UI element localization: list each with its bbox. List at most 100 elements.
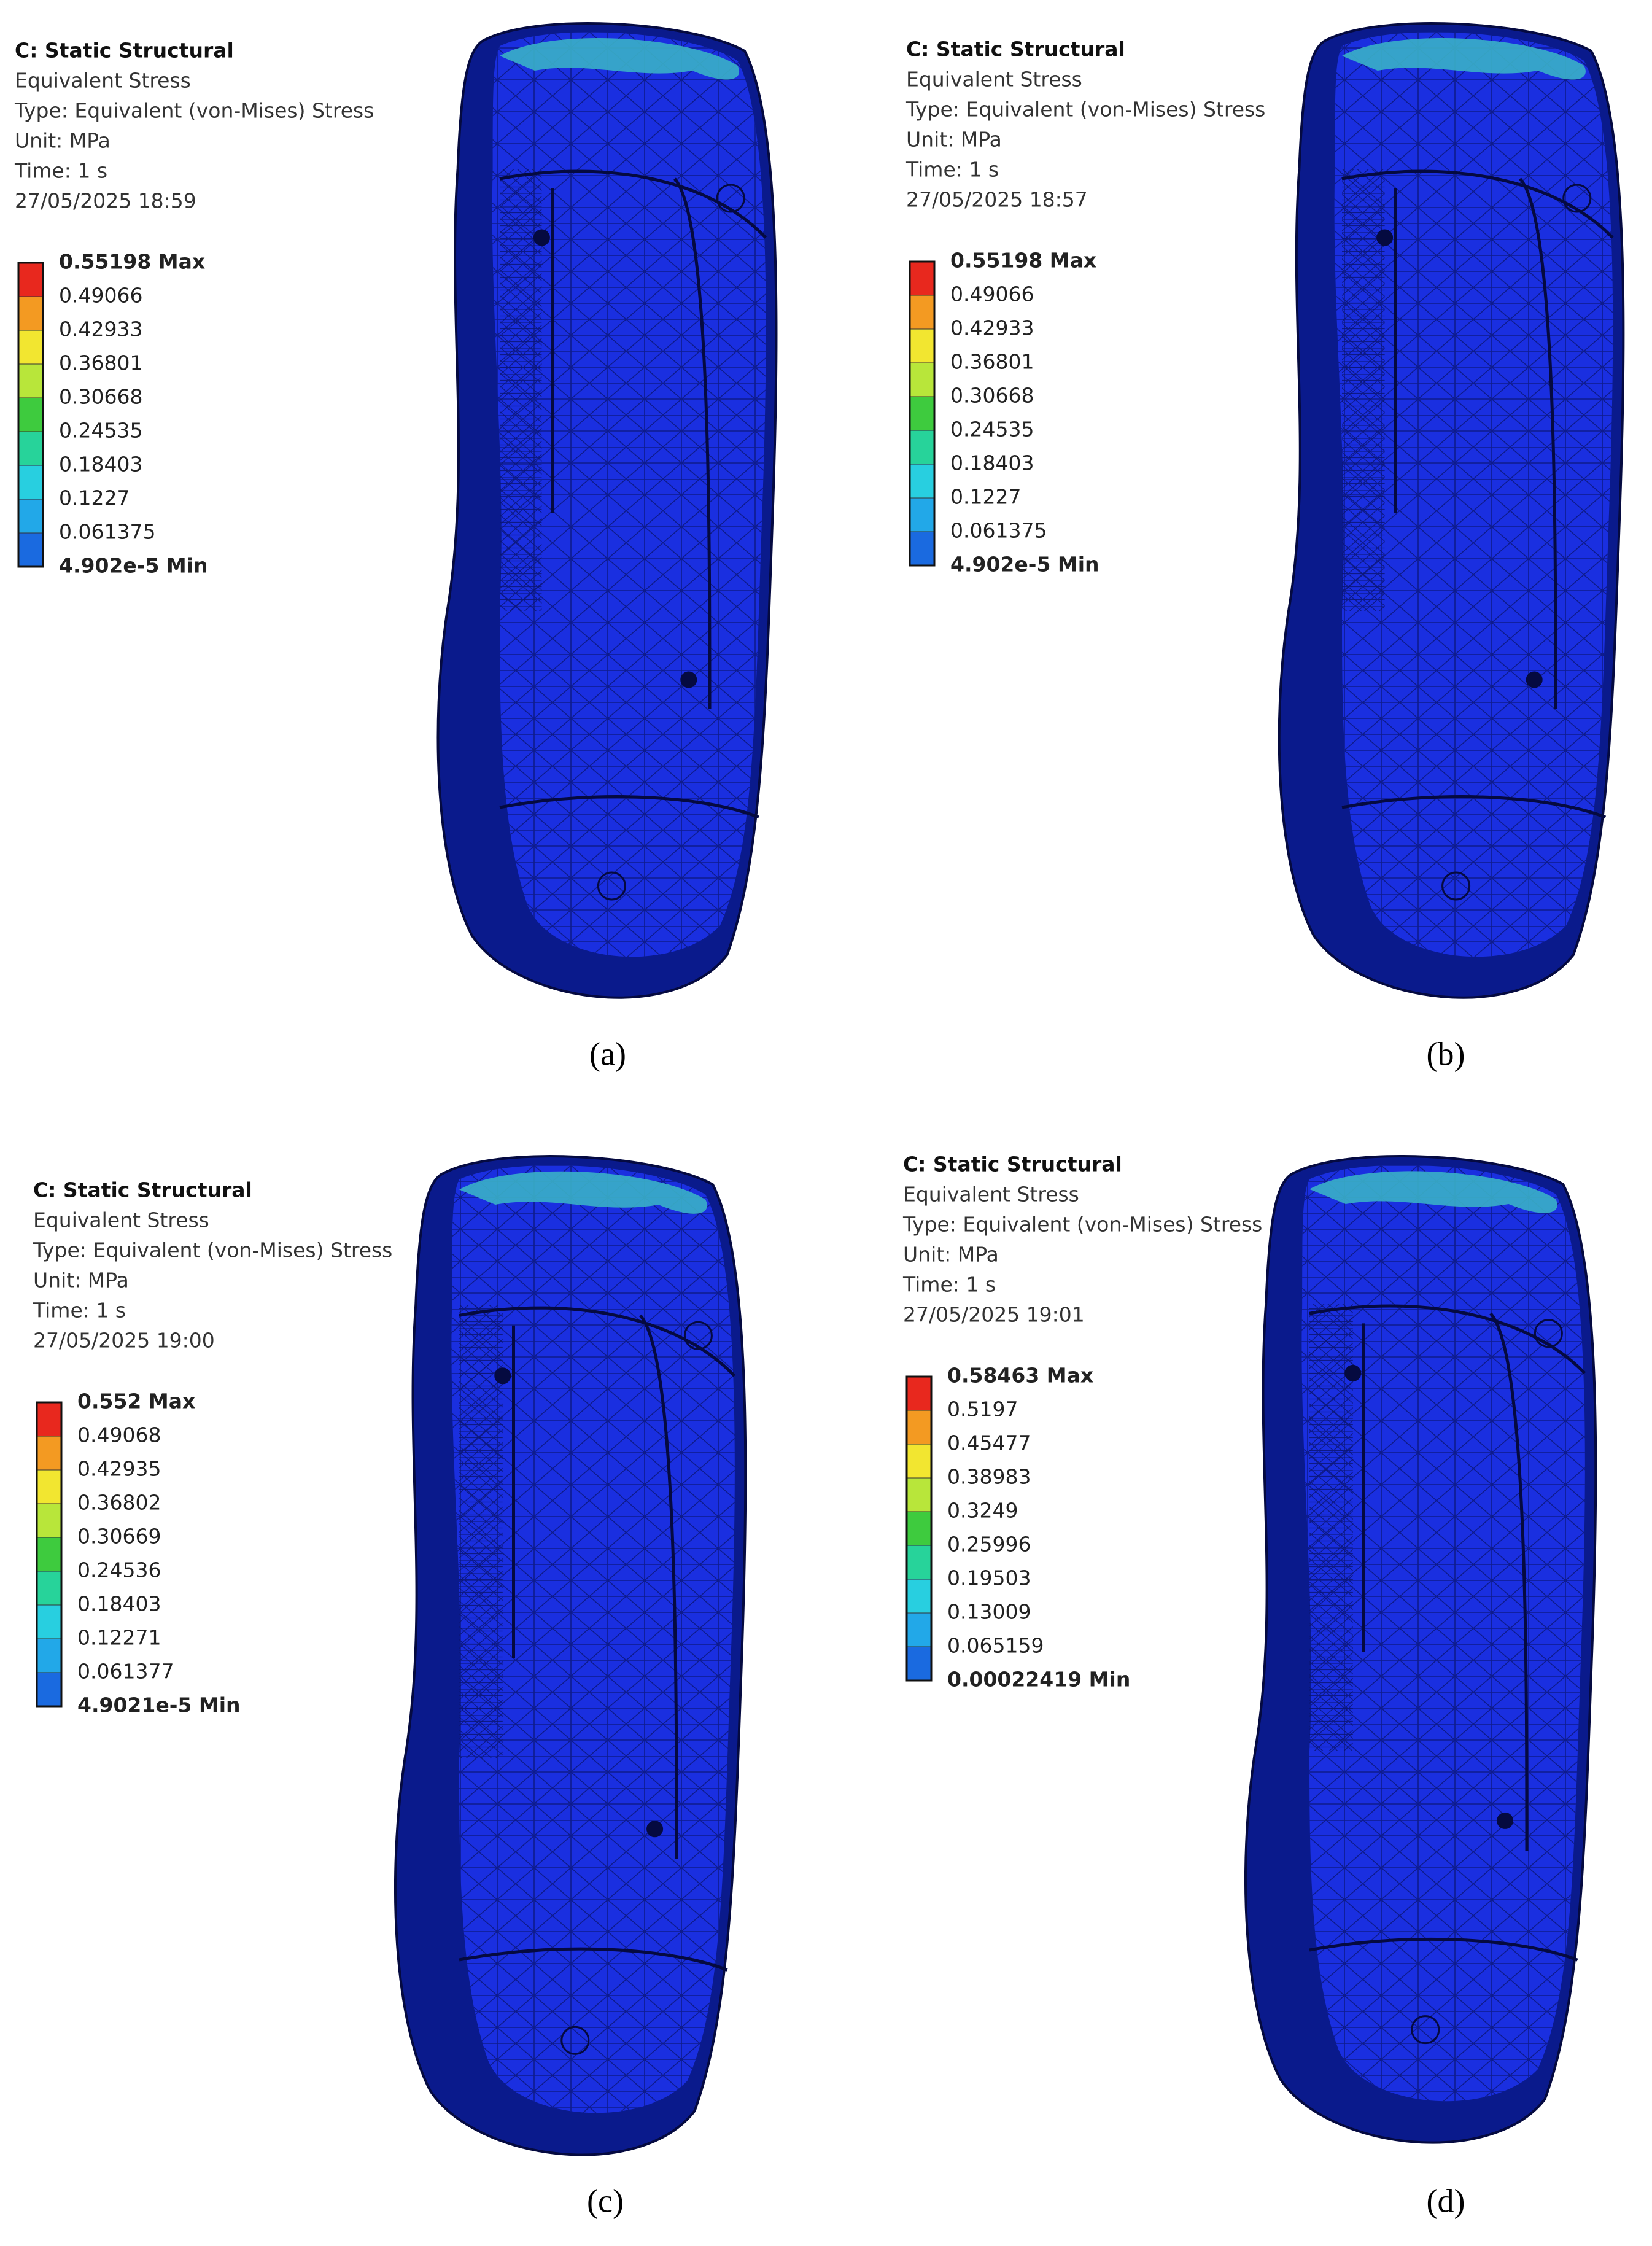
legend-label: 0.55198 Max (950, 249, 1096, 273)
fine-mesh (1309, 1304, 1353, 1751)
header-line: 27/05/2025 19:00 (33, 1329, 215, 1353)
mesh-hole (1376, 229, 1394, 246)
legend-swatch (906, 1612, 932, 1647)
region-line (459, 1306, 736, 1972)
legend-label: 0.1227 (950, 485, 1021, 509)
legend-label: 0.49066 (59, 284, 142, 308)
legend-label: 0.1227 (59, 486, 130, 510)
legend-swatch (909, 261, 935, 296)
header-line: Time: 1 s (902, 1273, 996, 1297)
legend-swatch (36, 1402, 62, 1437)
legend-label: 0.19503 (947, 1566, 1031, 1590)
legend-swatch (909, 531, 935, 566)
legend-label: 0.30668 (59, 385, 142, 409)
legend-label: 0.36801 (59, 351, 142, 375)
legend-label: 0.25996 (947, 1533, 1031, 1556)
mesh-hole (494, 1367, 511, 1385)
header-line: 27/05/2025 18:57 (906, 188, 1088, 212)
legend-label: 0.38983 (947, 1465, 1031, 1489)
legend-swatch (18, 397, 44, 432)
legend-label: 0.3249 (947, 1499, 1018, 1523)
legend-label: 0.18403 (77, 1592, 161, 1616)
legend-label: 0.065159 (947, 1634, 1044, 1658)
header-line: C: Static Structural (33, 1178, 252, 1202)
legend-swatch (906, 1646, 932, 1681)
mesh-hole (716, 184, 745, 213)
mesh-hole (533, 229, 550, 246)
legend-label: 0.58463 Max (947, 1364, 1093, 1388)
header-line: C: Static Structural (15, 39, 234, 63)
region-line (1309, 1304, 1586, 1962)
legend-label: 0.18403 (950, 451, 1034, 475)
legend-label: 0.30668 (950, 384, 1034, 408)
header-line: Unit: MPa (906, 128, 1002, 152)
legend-swatch (18, 499, 44, 534)
panel: C: Static Structural Equivalent Stress Typ… (902, 1152, 1597, 2219)
legend-swatch (36, 1604, 62, 1639)
header-line: Unit: MPa (33, 1269, 129, 1292)
legend-swatch (36, 1638, 62, 1673)
legend-label: 0.5197 (947, 1397, 1018, 1421)
stress-patch (500, 38, 740, 80)
header-line: Time: 1 s (33, 1299, 126, 1323)
legend-swatch (909, 430, 935, 465)
stress-patch (459, 1171, 707, 1214)
legend-label: 0.24535 (59, 419, 142, 443)
legend-swatch (909, 295, 935, 330)
legend-bar-frame (17, 262, 44, 568)
mesh-hole (680, 671, 697, 688)
legend-label: 0.36801 (950, 350, 1034, 374)
header-line: C: Static Structural (903, 1152, 1122, 1176)
legend-swatch (18, 330, 44, 365)
header-line: Type: Equivalent (von-Mises) Stress (14, 99, 374, 123)
legend-swatch (909, 362, 935, 397)
legend-swatch (18, 431, 44, 466)
header-line: Type: Equivalent (von-Mises) Stress (905, 98, 1265, 122)
legend-swatch (909, 497, 935, 532)
mesh-hole (560, 2026, 590, 2055)
mesh-hole (1344, 1364, 1362, 1381)
caption: (d) (1427, 2182, 1465, 2219)
mesh-hole (1411, 2015, 1440, 2045)
region-line (1341, 169, 1614, 819)
stress-patch (1309, 1171, 1557, 1213)
legend-swatch (18, 262, 44, 297)
header-line: C: Static Structural (906, 37, 1125, 61)
legend-swatch (36, 1672, 62, 1707)
legend-swatch (906, 1410, 932, 1445)
caption: (c) (587, 2182, 624, 2219)
legend-swatch (36, 1571, 62, 1606)
mesh-hole (1562, 184, 1592, 213)
mesh-hole (1534, 1319, 1563, 1348)
legend-bar-frame (36, 1401, 63, 1708)
legend-swatch (906, 1444, 932, 1479)
fine-mesh (459, 1305, 503, 1758)
legend-bar-frame (905, 1375, 933, 1682)
legend-label: 4.902e-5 Min (950, 553, 1099, 577)
legend-label: 0.49066 (950, 282, 1034, 306)
legend-swatch (18, 532, 44, 567)
mesh-hole (1441, 871, 1471, 901)
legend-label: 0.24535 (950, 418, 1034, 441)
fine-mesh (500, 169, 542, 611)
legend-swatch (909, 328, 935, 363)
mesh-hole (597, 871, 626, 901)
legend-swatch (906, 1511, 932, 1546)
header-line: Equivalent Stress (906, 68, 1082, 91)
mesh-hole (1497, 1812, 1514, 1829)
legend-swatch (18, 465, 44, 500)
legend-label: 4.902e-5 Min (59, 554, 208, 578)
header-line: Unit: MPa (15, 129, 111, 153)
caption: (a) (589, 1035, 626, 1072)
legend-label: 0.55198 Max (59, 250, 205, 274)
legend-label: 0.061375 (59, 520, 155, 544)
mesh-hole (1526, 671, 1543, 688)
header-line: Equivalent Stress (33, 1208, 209, 1232)
legend-swatch (906, 1545, 932, 1580)
header-line: 27/05/2025 19:01 (903, 1303, 1085, 1327)
legend-swatch (909, 396, 935, 431)
legend-label: 0.00022419 Min (947, 1668, 1130, 1692)
stress-patch (1342, 38, 1586, 80)
legend-swatch (906, 1376, 932, 1411)
